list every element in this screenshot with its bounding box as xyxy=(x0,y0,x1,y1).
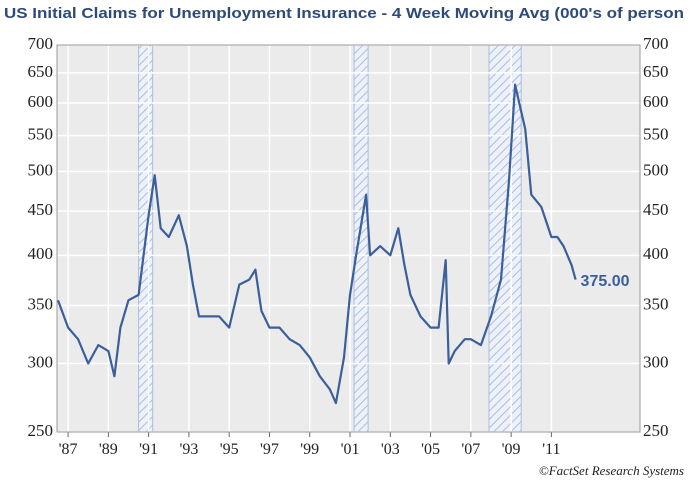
y2-tick-label: 400 xyxy=(643,244,669,263)
y2-tick-label: 450 xyxy=(643,200,669,219)
y2-tick-label: 700 xyxy=(643,34,669,53)
y2-tick-label: 350 xyxy=(643,294,669,313)
x-tick-label: '07 xyxy=(461,441,480,458)
x-tick-label: '87 xyxy=(59,441,78,458)
plot-area xyxy=(56,44,641,433)
y2-tick-label: 300 xyxy=(643,352,669,371)
chart-title: US Initial Claims for Unemployment Insur… xyxy=(4,5,684,22)
y-tick-label: 300 xyxy=(28,352,54,371)
y-tick-label: 600 xyxy=(28,92,54,111)
x-tick-label: '03 xyxy=(381,441,400,458)
y-tick-label: 350 xyxy=(28,294,54,313)
y-tick-label: 650 xyxy=(28,62,54,81)
y-tick-label: 500 xyxy=(28,160,54,179)
x-tick-label: '91 xyxy=(139,441,158,458)
y2-tick-label: 600 xyxy=(643,92,669,111)
x-tick-label: '93 xyxy=(179,441,198,458)
y2-tick-label: 550 xyxy=(643,125,669,144)
y-tick-label: 550 xyxy=(28,125,54,144)
x-tick-label: '09 xyxy=(502,441,521,458)
x-tick-label: '11 xyxy=(542,441,560,458)
y2-tick-label: 250 xyxy=(643,421,669,440)
plot-border xyxy=(56,44,641,433)
y2-tick-label: 500 xyxy=(643,160,669,179)
source: ©FactSet Research Systems xyxy=(539,463,684,478)
x-tick-label: '05 xyxy=(421,441,440,458)
y-tick-label: 400 xyxy=(28,244,54,263)
value-label: 375.00 xyxy=(581,273,630,290)
data-line xyxy=(56,83,577,405)
x-tick-label: '97 xyxy=(260,441,279,458)
y2-tick-label: 650 xyxy=(643,62,669,81)
x-tick-label: '89 xyxy=(99,441,118,458)
y-tick-label: 700 xyxy=(28,34,54,53)
y-tick-label: 450 xyxy=(28,200,54,219)
y-tick-label: 250 xyxy=(28,421,54,440)
x-tick-label: '95 xyxy=(220,441,239,458)
x-tick-label: '01 xyxy=(341,441,360,458)
x-tick-label: '99 xyxy=(300,441,319,458)
